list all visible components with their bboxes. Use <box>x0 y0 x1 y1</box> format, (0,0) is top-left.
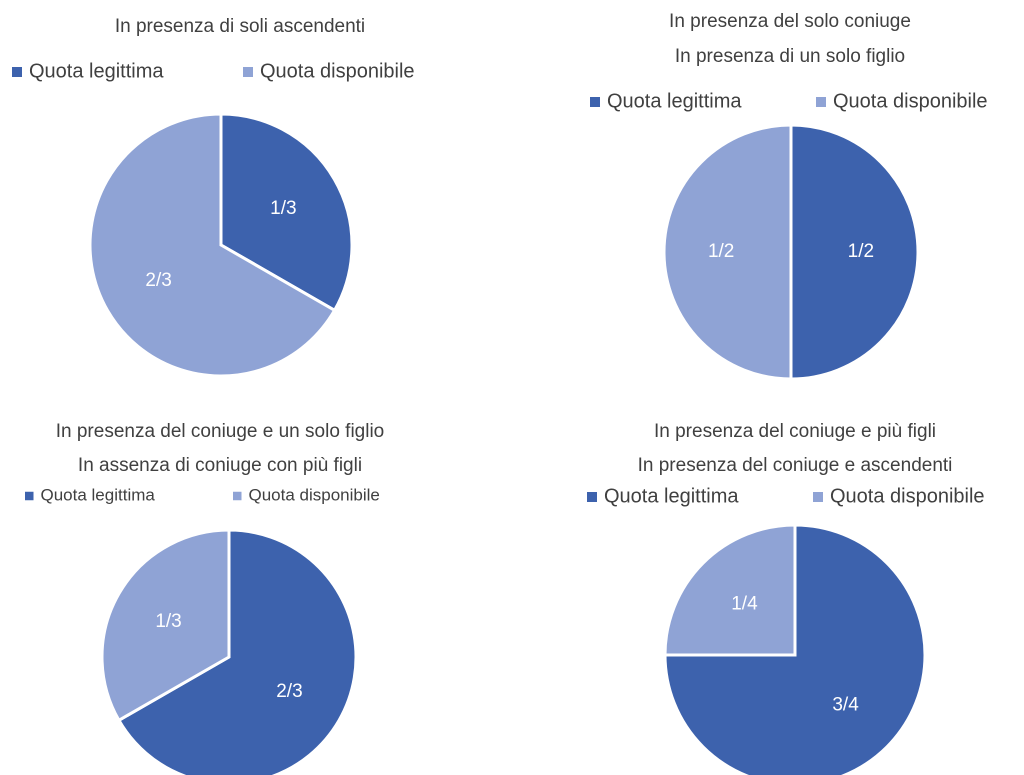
slice-label: 1/2 <box>848 241 874 262</box>
pie-slice <box>116 528 358 775</box>
legend-label: Quota disponibile <box>260 60 415 82</box>
slice-label: 1/3 <box>270 198 296 219</box>
slice-label: 1/3 <box>155 611 181 632</box>
legend-label: Quota disponibile <box>249 485 380 504</box>
pie-slice <box>789 123 920 381</box>
pie-slice <box>88 112 337 378</box>
chart-title: In assenza di coniuge con più figli <box>78 455 362 476</box>
slice-label: 1/2 <box>708 241 734 262</box>
chart-title: In presenza del coniuge e più figli <box>654 421 936 442</box>
chart-title: In presenza del solo coniuge <box>669 11 911 32</box>
legend-swatch <box>25 491 34 501</box>
legend-label: Quota legittima <box>604 485 739 507</box>
legend-swatch <box>813 492 823 502</box>
slice-label: 1/4 <box>731 593 758 614</box>
pie-slice <box>219 112 354 313</box>
legend-swatch <box>590 97 600 107</box>
chart-title: In presenza di un solo figlio <box>675 46 905 67</box>
pie-slice <box>662 123 793 381</box>
legend-swatch <box>587 492 597 502</box>
legend-label: Quota legittima <box>29 60 164 82</box>
legend-swatch <box>233 491 242 501</box>
chart-title: In presenza del coniuge e un solo figlio <box>56 421 385 442</box>
legend-label: Quota disponibile <box>833 90 988 112</box>
pie-slice <box>663 523 927 775</box>
legend-swatch <box>243 67 253 77</box>
legend-label: Quota legittima <box>41 485 156 504</box>
legend-swatch <box>12 67 22 77</box>
legend-label: Quota legittima <box>607 90 742 112</box>
chart-title: In presenza di soli ascendenti <box>115 16 365 37</box>
pie-slice <box>663 523 797 657</box>
chart-title: In presenza del coniuge e ascendenti <box>638 455 953 476</box>
legend-label: Quota disponibile <box>830 485 985 507</box>
pie-slice <box>100 528 231 723</box>
slice-label: 2/3 <box>145 270 171 291</box>
slice-label: 2/3 <box>276 681 302 702</box>
legend-swatch <box>816 97 826 107</box>
slice-label: 3/4 <box>832 695 859 716</box>
